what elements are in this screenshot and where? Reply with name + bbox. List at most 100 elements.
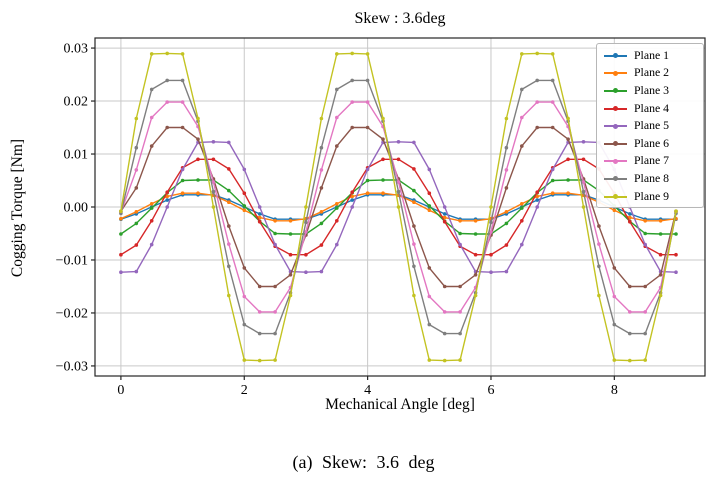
data-point	[520, 144, 524, 148]
legend-line-swatch	[604, 53, 627, 59]
data-point	[273, 358, 277, 362]
series-markers-plane-5	[119, 140, 678, 275]
data-point	[149, 242, 154, 247]
data-point	[149, 144, 154, 148]
data-point	[427, 191, 432, 195]
data-point	[365, 100, 370, 104]
data-point	[566, 191, 570, 195]
data-point	[180, 100, 185, 104]
data-point	[628, 310, 632, 314]
legend-line-swatch	[604, 88, 627, 94]
legend-line-swatch	[604, 141, 627, 147]
data-point	[165, 205, 169, 209]
data-point	[180, 191, 185, 195]
data-point	[211, 189, 216, 194]
data-point	[227, 242, 231, 246]
x-tick-label: 8	[611, 383, 618, 398]
data-point	[134, 186, 139, 190]
data-point	[396, 157, 401, 162]
legend-line-swatch	[604, 194, 627, 200]
data-point	[227, 264, 231, 269]
data-point	[442, 205, 447, 209]
data-point	[550, 191, 555, 195]
data-point	[365, 52, 370, 56]
data-point	[365, 191, 370, 195]
data-point	[180, 167, 185, 172]
data-point	[504, 221, 509, 226]
legend-item: Plane 8	[597, 170, 703, 188]
data-point	[319, 210, 324, 214]
data-point	[489, 220, 493, 225]
data-point	[227, 167, 231, 171]
data-point	[288, 293, 293, 298]
data-point	[365, 178, 370, 183]
data-point	[535, 205, 539, 209]
legend-marker-dot	[613, 141, 618, 147]
data-point	[365, 167, 370, 172]
data-point	[458, 231, 462, 236]
data-point	[628, 215, 632, 220]
data-point	[396, 180, 401, 184]
data-point	[643, 231, 647, 236]
data-point	[489, 205, 493, 209]
data-point	[304, 252, 308, 257]
data-point	[149, 219, 154, 223]
x-tick-label: 4	[364, 383, 371, 398]
data-point	[412, 167, 416, 171]
data-point	[643, 331, 647, 336]
data-point	[442, 331, 447, 336]
data-point	[381, 157, 385, 162]
data-point	[674, 209, 678, 213]
data-point	[165, 78, 169, 83]
data-point	[273, 331, 277, 336]
data-point	[242, 191, 247, 195]
data-point	[288, 219, 293, 223]
data-point	[550, 125, 555, 130]
data-point	[427, 204, 432, 208]
x-tick-label: 0	[117, 383, 124, 398]
data-point	[227, 140, 231, 145]
legend-line-swatch	[604, 158, 627, 164]
data-point	[566, 116, 570, 121]
data-point	[350, 194, 355, 199]
data-point	[396, 189, 401, 194]
legend-marker-dot	[613, 88, 618, 94]
data-point	[365, 78, 370, 83]
data-point	[504, 210, 509, 214]
data-point	[566, 178, 570, 182]
data-point	[149, 206, 154, 210]
data-point	[535, 125, 539, 130]
data-point	[134, 221, 139, 226]
data-point	[288, 232, 293, 236]
data-point	[149, 202, 154, 206]
legend-marker-dot	[613, 53, 618, 59]
data-point	[180, 78, 185, 83]
data-point	[643, 358, 647, 362]
legend-item: Plane 3	[597, 82, 703, 100]
data-point	[458, 284, 462, 289]
data-point	[597, 242, 601, 246]
data-point	[550, 178, 555, 183]
data-point	[658, 252, 663, 257]
data-point	[412, 242, 416, 246]
data-point	[227, 188, 231, 193]
data-point	[134, 243, 139, 247]
data-point	[550, 100, 555, 104]
data-point	[581, 189, 586, 194]
data-point	[319, 243, 324, 247]
data-point	[257, 215, 262, 220]
data-point	[134, 269, 139, 274]
data-point	[381, 191, 385, 195]
series-markers-plane-8	[119, 78, 678, 336]
legend-marker-dot	[613, 194, 618, 200]
legend-label: Plane 2	[634, 65, 670, 80]
data-point	[319, 186, 324, 190]
data-point	[628, 212, 632, 216]
data-point	[550, 78, 555, 83]
data-point	[504, 243, 509, 247]
data-point	[273, 242, 277, 247]
legend-label: Plane 4	[634, 100, 670, 115]
data-point	[535, 198, 539, 202]
legend-line-swatch	[604, 106, 627, 112]
data-point	[658, 232, 663, 236]
